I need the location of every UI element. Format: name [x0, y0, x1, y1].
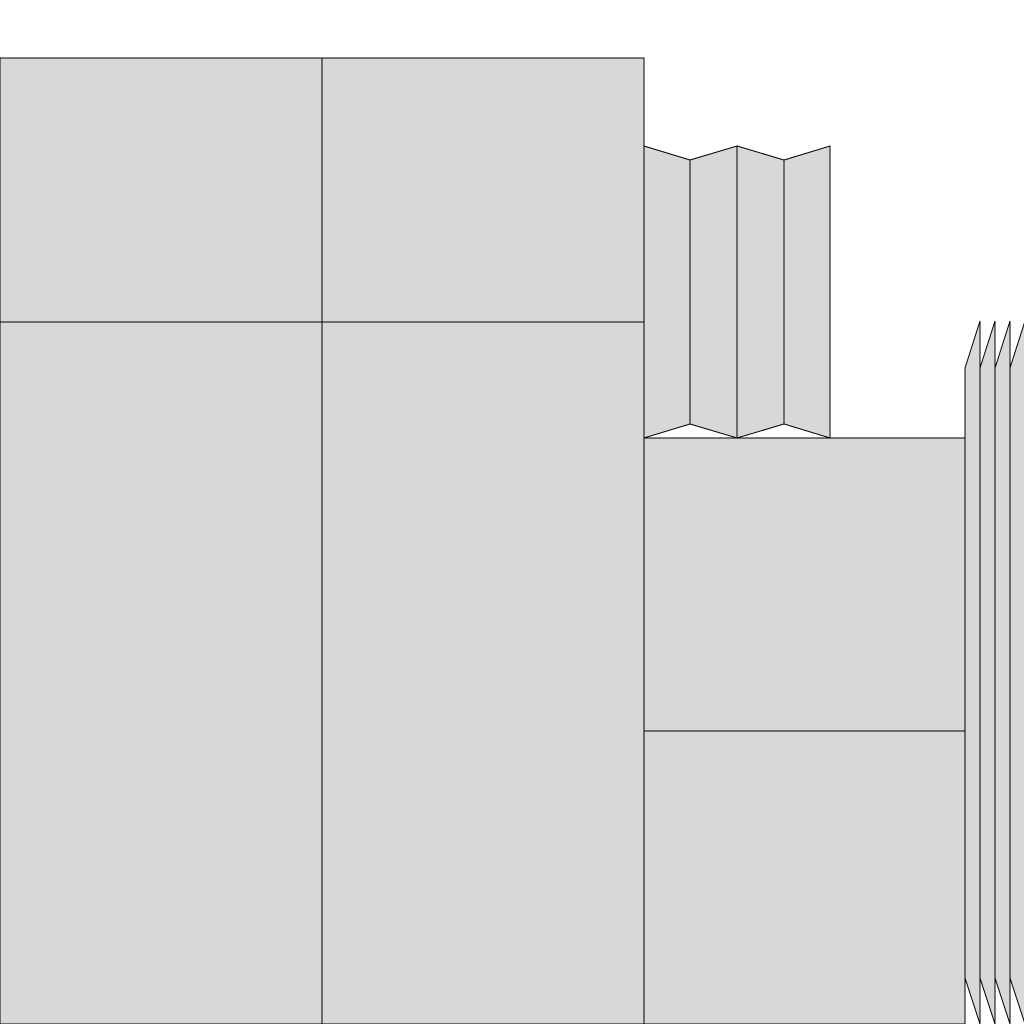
folded-screen: [643, 145, 831, 439]
slanted-strip-2: [979, 320, 996, 1024]
right-panel-stack: [643, 437, 966, 1024]
slanted-strips: [964, 320, 1024, 1024]
large-panel-grid: [0, 57, 645, 1024]
panel-right-upper: [643, 437, 966, 732]
panel-right-lower: [643, 730, 966, 1024]
folded-panel-1: [643, 145, 691, 439]
folded-panel-4: [783, 145, 831, 439]
slanted-strip-4: [1009, 322, 1024, 1023]
slanted-strip-1: [964, 320, 981, 1024]
slanted-strip-3: [994, 320, 1011, 1024]
panel-bottom-left: [0, 321, 323, 1024]
folded-panel-3: [736, 145, 785, 439]
panel-bottom-middle: [321, 321, 645, 1024]
folded-panel-2: [689, 145, 738, 439]
panel-top-left: [0, 57, 323, 323]
panel-top-middle: [321, 57, 645, 323]
